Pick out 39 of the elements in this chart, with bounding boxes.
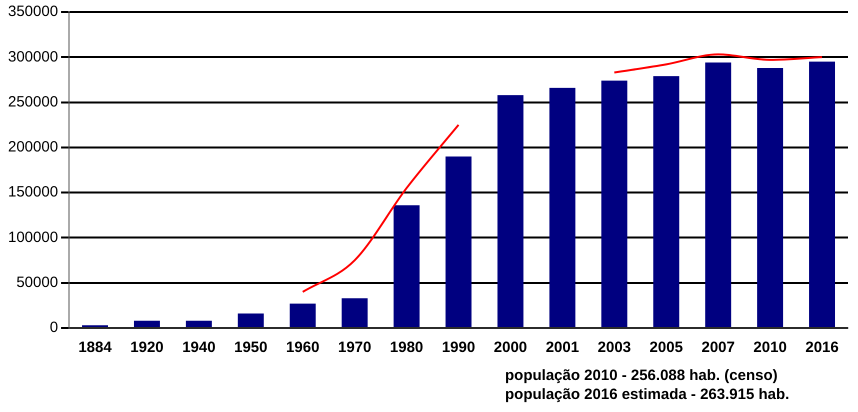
bar — [809, 62, 836, 327]
bar — [238, 314, 264, 327]
bar — [394, 205, 420, 327]
bar — [705, 62, 732, 327]
x-tick-label: 1980 — [390, 339, 424, 356]
x-tick-label: 1960 — [286, 339, 320, 356]
text: população 2016 estimada - 263.915 hab. — [505, 385, 790, 404]
x-tick-label: 2001 — [546, 339, 580, 356]
bar — [549, 88, 576, 327]
bar — [653, 76, 680, 327]
x-tick-label: 1884 — [78, 339, 112, 356]
x-tick-label: 2016 — [805, 339, 839, 356]
text: população 2010 - 256.088 hab. (censo) — [505, 366, 779, 385]
y-tick-label: 100000 — [8, 228, 58, 246]
y-tick-label: 50000 — [16, 274, 58, 291]
bar — [134, 320, 160, 327]
y-tick-label: 0 — [50, 319, 58, 336]
bar — [290, 304, 316, 327]
x-tick-label: 1970 — [338, 339, 372, 356]
x-tick-label: 2000 — [494, 339, 528, 356]
x-tick-label: 2005 — [650, 339, 683, 356]
x-tick-label: 1920 — [130, 339, 164, 356]
bar — [601, 80, 628, 327]
x-tick-label: 1990 — [442, 339, 476, 356]
x-tick-label: 2003 — [598, 339, 632, 356]
bar — [757, 68, 784, 327]
bar — [342, 298, 368, 327]
y-tick-label: 200000 — [8, 138, 58, 156]
bar — [446, 156, 472, 327]
bar — [186, 320, 212, 327]
bar — [497, 95, 524, 327]
x-tick-label: 1940 — [182, 339, 216, 356]
x-tick-label: 2010 — [753, 339, 787, 356]
x-tick-label: 2007 — [701, 339, 735, 356]
y-tick-label: 300000 — [8, 48, 58, 66]
y-tick-label: 350000 — [8, 3, 58, 20]
y-tick-label: 150000 — [8, 184, 58, 201]
y-tick-label: 250000 — [8, 93, 58, 110]
x-tick-label: 1950 — [234, 339, 268, 356]
